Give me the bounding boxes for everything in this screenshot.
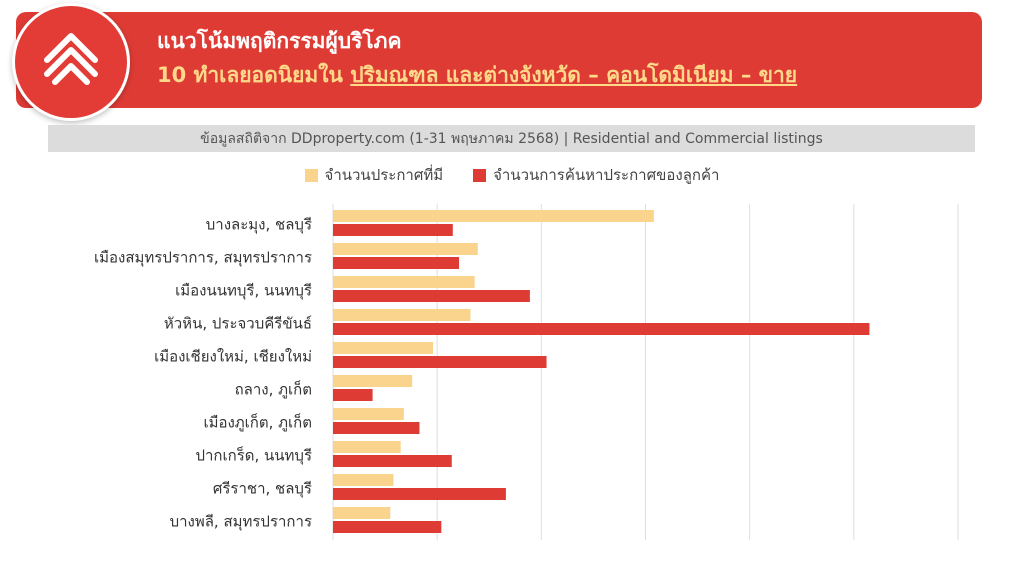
bar-listings: [333, 507, 391, 519]
page-title: แนวโน้มพฤติกรรมผู้บริโภค: [157, 29, 402, 53]
category-label: บางละมุง, ชลบุรี: [206, 216, 312, 235]
page-subtitle: 10 ทำเลยอดนิยมใน ปริมณฑล และต่างจังหวัด …: [157, 59, 797, 92]
bar-listings: [333, 474, 394, 486]
bar-searches: [333, 455, 452, 467]
bar-listings: [333, 342, 433, 354]
category-label: เมืองสมุทรปราการ, สมุทรปราการ: [94, 249, 312, 268]
legend-item-listings: จำนวนประกาศที่มี: [304, 163, 444, 187]
subtitle-prefix: 10 ทำเลยอดนิยมใน: [157, 63, 351, 87]
bar-listings: [333, 243, 478, 255]
category-label: บางพลี, สมุทรปราการ: [170, 513, 312, 532]
category-label: ถลาง, ภูเก็ต: [235, 380, 312, 399]
bar-searches: [333, 224, 453, 236]
bar-searches: [333, 290, 530, 302]
data-source-text: ข้อมูลสถิติจาก DDproperty.com (1-31 พฤษภ…: [200, 130, 823, 147]
category-label: เมืองเชียงใหม่, เชียงใหม่: [154, 348, 312, 366]
bar-listings: [333, 309, 471, 321]
category-label: เมืองภูเก็ต, ภูเก็ต: [203, 413, 312, 432]
legend-swatch-searches: [473, 168, 487, 182]
bar-listings: [333, 375, 413, 387]
subtitle-region: ปริมณฑล และต่างจังหวัด – คอนโดมิเนียม – …: [350, 63, 798, 87]
chart-legend: จำนวนประกาศที่มี จำนวนการค้นหาประกาศของล…: [0, 163, 1024, 187]
legend-swatch-listings: [304, 168, 318, 182]
bar-listings: [333, 408, 404, 420]
bar-searches: [333, 422, 420, 434]
category-label: หัวหิน, ประจวบคีรีขันธ์: [164, 315, 312, 333]
category-label: ศรีราชา, ชลบุรี: [213, 480, 312, 499]
bar-searches: [333, 488, 506, 500]
category-label: เมืองนนทบุรี, นนทบุรี: [175, 282, 312, 301]
bar-listings: [333, 441, 401, 453]
legend-item-searches: จำนวนการค้นหาประกาศของลูกค้า: [473, 163, 719, 187]
category-label: ปากเกร็ด, นนทบุรี: [195, 446, 312, 466]
legend-label-listings: จำนวนประกาศที่มี: [324, 166, 444, 184]
bar-listings: [333, 210, 654, 222]
ddproperty-logo-icon: [44, 33, 98, 85]
bar-searches: [333, 257, 460, 269]
legend-label-searches: จำนวนการค้นหาประกาศของลูกค้า: [493, 166, 720, 184]
data-source-bar: ข้อมูลสถิติจาก DDproperty.com (1-31 พฤษภ…: [48, 125, 975, 152]
bar-listings: [333, 276, 475, 288]
bar-searches: [333, 323, 870, 335]
ddproperty-logo: [12, 3, 130, 121]
bar-searches: [333, 389, 373, 401]
bar-searches: [333, 356, 547, 368]
bar-searches: [333, 521, 442, 533]
header-banner: [16, 12, 982, 108]
